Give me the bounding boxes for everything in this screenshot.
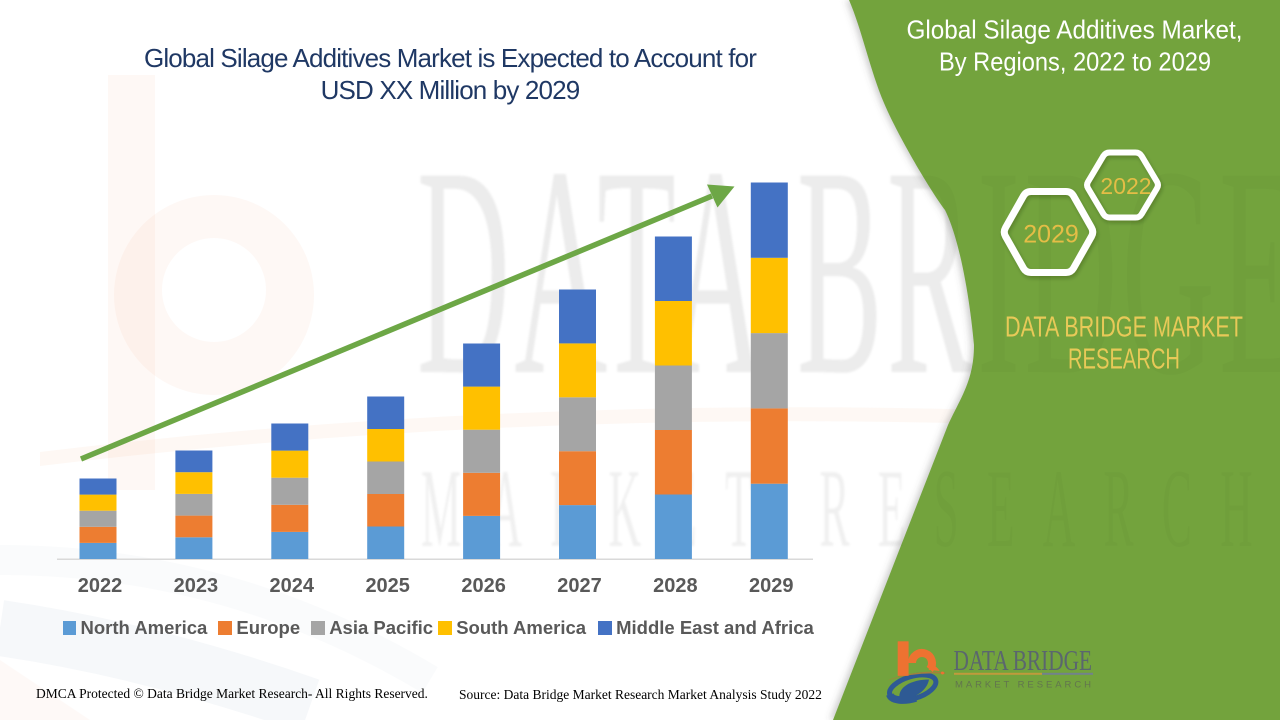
svg-text:DATA BRIDGE: DATA BRIDGE — [954, 646, 1093, 677]
svg-text:2022: 2022 — [1100, 173, 1151, 199]
svg-text:MARKET RESEARCH: MARKET RESEARCH — [955, 680, 1091, 691]
svg-text:DATA BRIDGE: DATA BRIDGE — [417, 105, 1280, 437]
svg-text:RESEARCH: RESEARCH — [1068, 344, 1180, 376]
svg-text:MARKET RESEARCH: MARKET RESEARCH — [421, 447, 1280, 571]
svg-text:2029: 2029 — [1023, 221, 1079, 249]
svg-text:Global Silage Additives Market: Global Silage Additives Market, — [907, 15, 1243, 45]
svg-text:By Regions, 2022 to 2029: By Regions, 2022 to 2029 — [939, 47, 1211, 77]
svg-text:DATA BRIDGE MARKET: DATA BRIDGE MARKET — [1005, 312, 1243, 344]
